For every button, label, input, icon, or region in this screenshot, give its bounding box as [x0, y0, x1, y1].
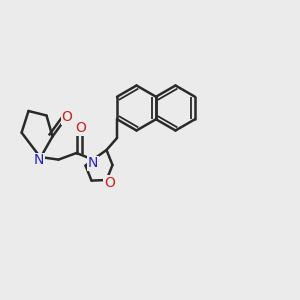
Text: N: N: [34, 154, 44, 167]
Text: O: O: [104, 176, 115, 190]
Text: N: N: [88, 156, 98, 170]
Text: O: O: [61, 110, 72, 124]
Text: O: O: [76, 122, 86, 135]
